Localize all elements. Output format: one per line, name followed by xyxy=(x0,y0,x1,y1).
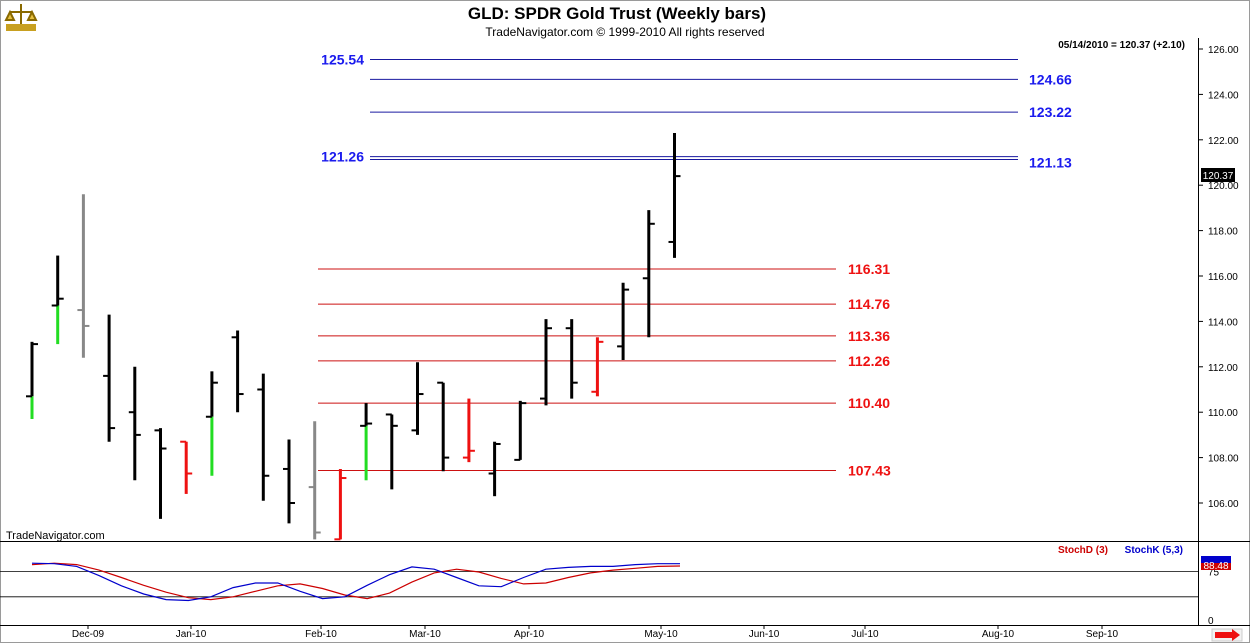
ohlc-bar xyxy=(103,314,116,442)
ohlc-bar xyxy=(437,381,450,472)
level-label: 107.43 xyxy=(848,463,891,479)
level-label: 112.26 xyxy=(848,353,890,369)
time-tick-label: Feb-10 xyxy=(305,629,337,640)
time-tick-label: Jul-10 xyxy=(851,629,879,640)
time-tick-label: Aug-10 xyxy=(982,629,1015,640)
price-tick-label: 112.00 xyxy=(1208,363,1238,374)
time-axis: Dec-09 Jan-10 Feb-10 Mar-10 Apr-10 May-10 Jun-… xyxy=(72,625,1119,640)
time-tick-label: Sep-10 xyxy=(1086,629,1119,640)
level-label: 124.66 xyxy=(1029,71,1072,87)
last-price-marker: 120.37 xyxy=(1201,168,1235,182)
price-levels: 125.54 124.66 123.22 121.26 121.13 116.31 114.… xyxy=(318,51,1072,479)
level-label: 114.76 xyxy=(848,296,890,312)
ohlc-bar xyxy=(668,132,681,258)
chart-title: GLD: SPDR Gold Trust (Weekly bars) xyxy=(468,4,766,23)
price-tick-label: 116.00 xyxy=(1208,272,1238,283)
price-tick-label: 110.00 xyxy=(1208,408,1238,419)
level-label: 110.40 xyxy=(848,395,890,411)
stochk-line xyxy=(31,562,680,602)
stoch-tick-label: 0 xyxy=(1208,616,1214,627)
ohlc-bar xyxy=(231,330,244,413)
ohlc-bar xyxy=(77,194,90,358)
ohlc-bar xyxy=(128,366,141,481)
copyright-text: TradeNavigator.com © 1999-2010 All right… xyxy=(485,25,764,39)
stoch-tick-label: 75 xyxy=(1208,568,1220,579)
ohlc-bar xyxy=(308,421,321,540)
stoch-last-value: 88.48 xyxy=(1203,561,1228,572)
price-tick-label: 118.00 xyxy=(1208,227,1238,238)
ohlc-bar xyxy=(462,398,475,463)
level-label: 116.31 xyxy=(848,261,890,277)
ohlc-bar xyxy=(154,428,167,519)
ohlc-bar xyxy=(26,341,38,420)
ohlc-bar xyxy=(360,403,373,481)
ohlc-bar xyxy=(385,413,398,490)
ohlc-bar xyxy=(540,319,552,406)
trade-navigator-logo[interactable] xyxy=(4,4,38,31)
stochastic-panel: 75 0 xyxy=(0,562,1220,627)
ohlc-bar xyxy=(334,468,347,541)
ohlc-bar xyxy=(488,441,501,497)
ohlc-bar xyxy=(565,319,578,399)
last-price-label: 120.37 xyxy=(1203,171,1234,182)
level-label: 113.36 xyxy=(848,328,890,344)
time-tick-label: Mar-10 xyxy=(409,629,441,640)
watermark-text: TradeNavigator.com xyxy=(6,530,105,542)
ohlc-bar xyxy=(51,255,64,345)
stoch-last-marker: 88.48 xyxy=(1201,556,1231,572)
level-label: 125.54 xyxy=(321,51,364,67)
price-tick-label: 126.00 xyxy=(1208,45,1239,56)
level-label: 123.22 xyxy=(1029,104,1072,120)
stochd-line xyxy=(31,562,681,601)
ohlc-bar xyxy=(617,282,630,360)
ohlc-bar xyxy=(180,440,193,494)
price-tick-label: 108.00 xyxy=(1208,454,1239,465)
time-tick-label: May-10 xyxy=(644,629,678,640)
price-bars xyxy=(26,132,681,541)
legend-stochd: StochD (3) xyxy=(1058,545,1108,556)
price-tick-label: 114.00 xyxy=(1208,317,1238,328)
scroll-right-arrow[interactable] xyxy=(1211,628,1243,642)
price-tick-label: 106.00 xyxy=(1208,499,1239,510)
ohlc-bar xyxy=(411,362,424,435)
price-axis: 106.00 108.00 110.00 112.00 114.00 116.00 118.… xyxy=(1198,45,1239,510)
time-tick-label: Jun-10 xyxy=(749,629,780,640)
price-tick-label: 124.00 xyxy=(1208,90,1239,101)
ohlc-bar xyxy=(205,371,218,476)
time-tick-label: Dec-09 xyxy=(72,629,105,640)
quote-readout: 05/14/2010 = 120.37 (+2.10) xyxy=(1058,40,1185,51)
price-tick-label: 120.00 xyxy=(1208,181,1239,192)
ohlc-bar xyxy=(257,373,270,501)
legend-stochk: StochK (5,3) xyxy=(1125,545,1183,556)
level-label: 121.26 xyxy=(321,149,364,165)
ohlc-bar xyxy=(283,439,295,524)
ohlc-bar xyxy=(642,210,655,338)
time-tick-label: Apr-10 xyxy=(514,629,544,640)
ohlc-bar xyxy=(514,400,527,461)
ohlc-bar xyxy=(591,337,604,397)
price-tick-label: 122.00 xyxy=(1208,136,1239,147)
time-tick-label: Jan-10 xyxy=(176,629,207,640)
level-label: 121.13 xyxy=(1029,155,1072,171)
